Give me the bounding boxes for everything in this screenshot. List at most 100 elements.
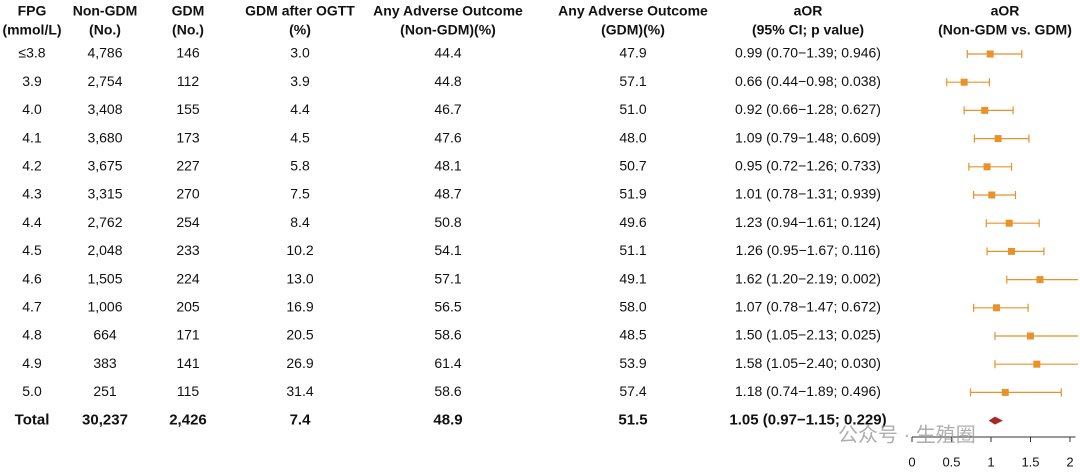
- cell: 4,786: [87, 45, 122, 61]
- cell: 1.09 (0.79−1.48; 0.609): [735, 129, 881, 145]
- x-tick-label: 2: [1066, 454, 1073, 469]
- cell: 50.7: [619, 158, 646, 174]
- cell: 2,048: [87, 242, 122, 258]
- cell: 1.23 (0.94−1.61; 0.124): [735, 214, 881, 230]
- cell: 1.26 (0.95−1.67; 0.116): [736, 242, 881, 258]
- cell: 7.5: [290, 186, 310, 202]
- cell: 0.92 (0.66−1.28; 0.627): [735, 101, 881, 117]
- cell: 48.0: [619, 129, 646, 145]
- cell: 4.4: [290, 101, 310, 117]
- cell: 173: [176, 129, 200, 145]
- cell: 4.5: [290, 129, 310, 145]
- cell: 146: [176, 45, 200, 61]
- column-header: (Non-GDM vs. GDM): [938, 22, 1072, 38]
- cell: 3.9: [22, 73, 42, 89]
- cell: 3,675: [87, 158, 122, 174]
- cell: 254: [176, 214, 200, 230]
- total-diamond: [988, 416, 1003, 425]
- cell: 57.1: [434, 270, 461, 286]
- column-header: Any Adverse Outcome: [373, 3, 523, 19]
- cell: 4.2: [22, 158, 42, 174]
- cell: 46.7: [434, 101, 461, 117]
- total-cell: 48.9: [433, 412, 462, 429]
- cell: 3.0: [290, 45, 310, 61]
- cell: 4.3: [22, 186, 42, 202]
- cell: 44.8: [434, 73, 461, 89]
- cell: 112: [177, 73, 200, 89]
- cell: 233: [176, 242, 200, 258]
- column-header: (No.): [89, 22, 121, 38]
- cell: 10.2: [286, 242, 313, 258]
- column-header: (%): [289, 22, 311, 38]
- cell: 1.07 (0.78−1.47; 0.672): [735, 299, 881, 315]
- cell: 115: [177, 383, 200, 399]
- estimate-point: [960, 78, 968, 86]
- total-cell: Total: [15, 412, 50, 429]
- estimate-point: [1008, 247, 1016, 255]
- cell: 2,754: [87, 73, 122, 89]
- estimate-point: [1027, 332, 1034, 340]
- cell: 4.9: [22, 355, 42, 371]
- cell: 54.1: [434, 242, 461, 258]
- x-tick-label: 1.5: [1021, 454, 1039, 469]
- cell: 4.1: [22, 129, 42, 145]
- cell: 1.62 (1.20−2.19; 0.002): [735, 270, 881, 286]
- cell: 47.6: [434, 129, 461, 145]
- cell: 155: [176, 101, 200, 117]
- cell: 664: [93, 327, 117, 343]
- cell: 51.1: [619, 242, 646, 258]
- cell: 141: [176, 355, 200, 371]
- cell: 251: [93, 383, 117, 399]
- cell: 4.6: [22, 270, 42, 286]
- cell: 58.6: [434, 327, 461, 343]
- column-header: aOR: [794, 3, 823, 19]
- cell: 51.0: [619, 101, 646, 117]
- cell: 31.4: [286, 383, 313, 399]
- x-tick-label: 0: [908, 454, 915, 469]
- forest-plot: [946, 50, 1078, 425]
- cell: 48.5: [619, 327, 646, 343]
- estimate-point: [981, 106, 989, 114]
- cell: 56.5: [434, 299, 461, 315]
- cell: 44.4: [434, 45, 461, 61]
- column-header: (GDM)(%): [601, 22, 665, 38]
- estimate-point: [1005, 219, 1013, 227]
- cell: 205: [176, 299, 200, 315]
- cell: 51.9: [619, 186, 646, 202]
- column-header: aOR: [991, 3, 1020, 19]
- estimate-point: [983, 163, 991, 171]
- cell: 13.0: [286, 270, 313, 286]
- cell: 49.1: [619, 270, 646, 286]
- cell: 1.01 (0.78−1.31; 0.939): [735, 186, 881, 202]
- cell: 57.4: [619, 383, 646, 399]
- cell: 16.9: [286, 299, 313, 315]
- cell: 1,006: [87, 299, 122, 315]
- x-tick-label: 0.5: [942, 454, 960, 469]
- cell: 4.5: [22, 242, 42, 258]
- column-header: (Non-GDM)(%): [400, 22, 496, 38]
- total-cell: 1.05 (0.97−1.15; 0.229): [729, 412, 886, 429]
- cell: 0.66 (0.44−0.98; 0.038): [735, 73, 881, 89]
- cell: 3,315: [87, 186, 122, 202]
- cell: 48.1: [434, 158, 461, 174]
- estimate-point: [1033, 360, 1041, 368]
- watermark: 公众号 · 生殖圈: [838, 423, 976, 446]
- cell: 3.9: [290, 73, 310, 89]
- cell: 58.6: [434, 383, 461, 399]
- cell: 1.50 (1.05−2.13; 0.025): [735, 327, 881, 343]
- cell: 8.4: [290, 214, 310, 230]
- cell: 58.0: [619, 299, 646, 315]
- cell: 53.9: [619, 355, 646, 371]
- cell: 1.58 (1.05−2.40; 0.030): [735, 355, 881, 371]
- cell: 270: [176, 186, 200, 202]
- cell: 3,408: [87, 101, 122, 117]
- estimate-point: [1001, 388, 1009, 396]
- cell: 0.99 (0.70−1.39; 0.946): [735, 45, 881, 61]
- column-header: GDM after OGTT: [245, 3, 355, 19]
- estimate-point: [986, 50, 994, 58]
- cell: 50.8: [434, 214, 461, 230]
- cell: 47.9: [619, 45, 646, 61]
- x-tick-label: 1: [987, 454, 994, 469]
- estimate-point: [988, 191, 996, 199]
